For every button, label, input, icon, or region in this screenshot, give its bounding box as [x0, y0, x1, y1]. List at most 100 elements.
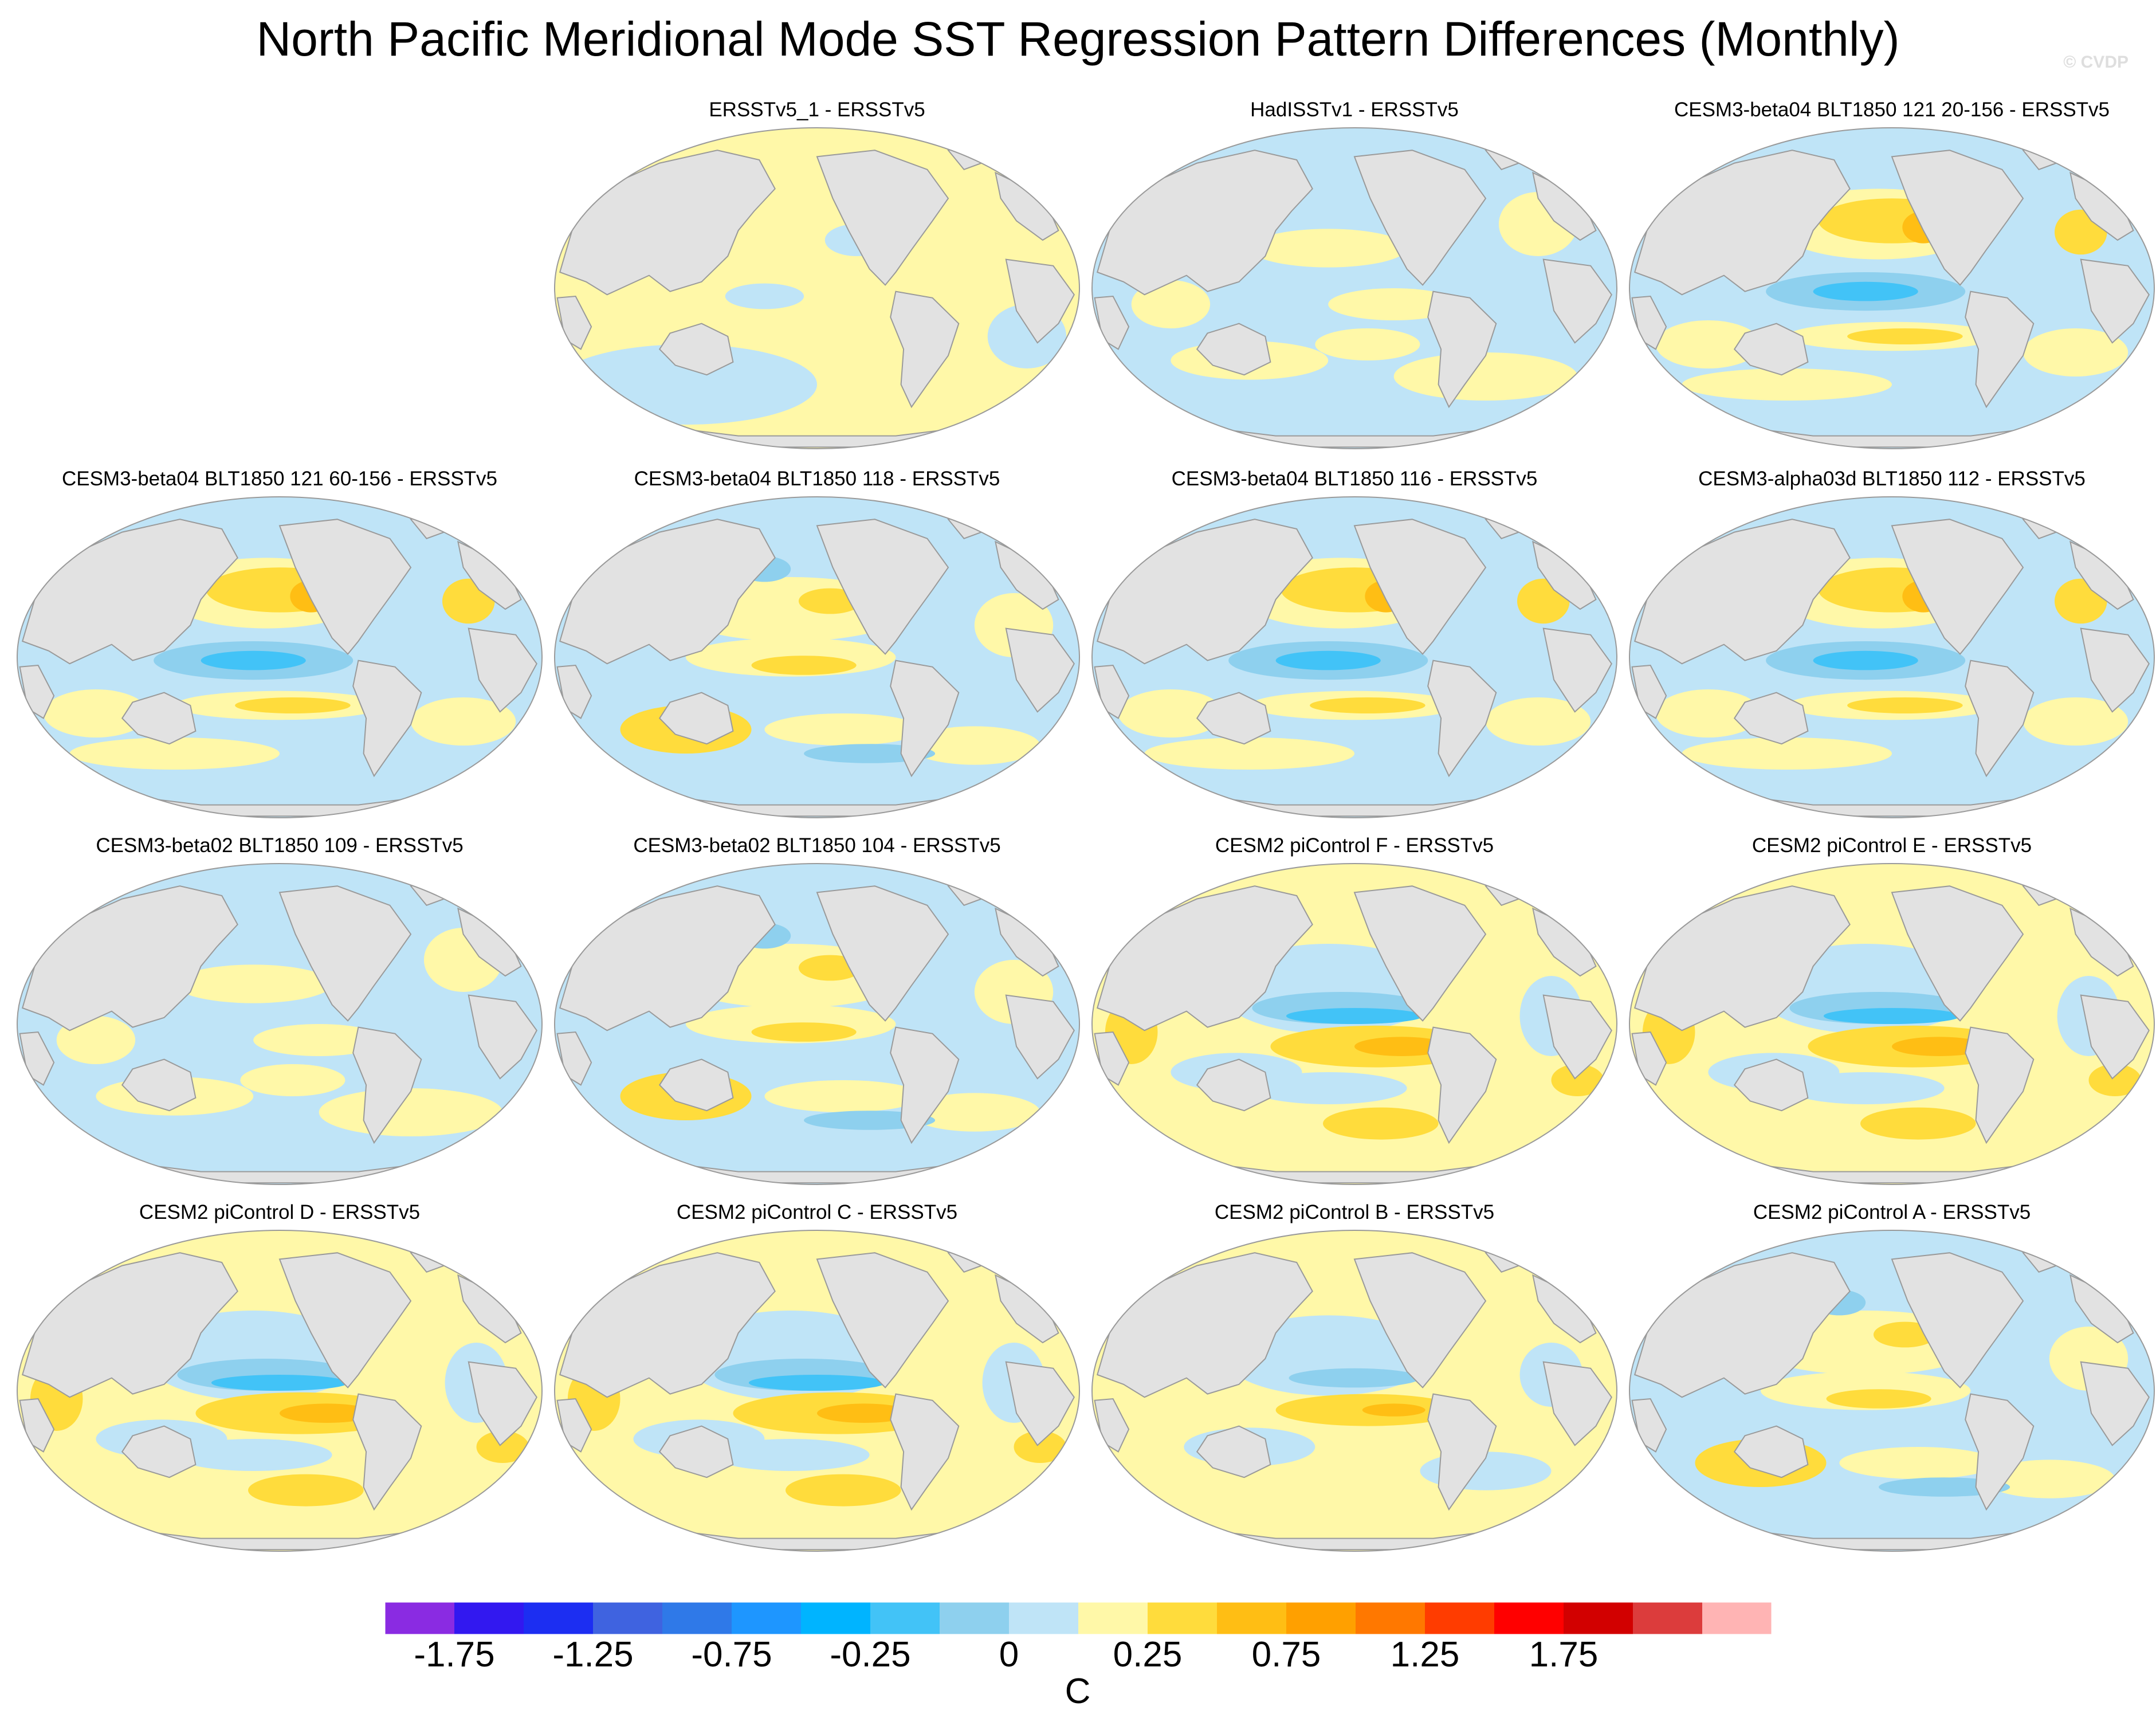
anomaly-contour — [1847, 328, 1963, 344]
land-mass — [1965, 291, 2035, 409]
panel-title: CESM2 piControl D - ERSSTv5 — [139, 1201, 421, 1223]
land-mass — [1891, 885, 2024, 1022]
anomaly-contour — [2088, 1064, 2142, 1096]
sst-difference-map — [1629, 127, 2155, 449]
anomaly-contour — [201, 650, 306, 670]
land-mass — [352, 660, 422, 778]
panel-title: CESM2 piControl F - ERSSTv5 — [1215, 834, 1494, 857]
land-mass — [1196, 1058, 1271, 1112]
anomaly-contour — [2023, 328, 2128, 376]
map-boundary — [1629, 863, 2155, 1185]
map-panel: CESM2 piControl C - ERSSTv5 — [549, 1199, 1085, 1554]
anomaly-contour — [235, 697, 351, 713]
land-mass — [816, 150, 949, 286]
map-panel: CESM2 piControl A - ERSSTv5 — [1624, 1199, 2156, 1554]
map-panel: CESM2 piControl E - ERSSTv5 — [1624, 832, 2156, 1187]
land-mass — [1733, 1058, 1809, 1112]
colorbar-swatch — [1078, 1602, 1148, 1634]
land-mass — [1427, 660, 1497, 778]
panel-title: CESM3-beta04 BLT1850 116 - ERSSTv5 — [1171, 468, 1538, 490]
anomaly-contour — [748, 1375, 886, 1391]
colorbar-swatch — [1009, 1602, 1079, 1634]
map-boundary — [554, 863, 1080, 1185]
credit-watermark: © CVDP — [2063, 53, 2128, 72]
map-panel: CESM3-beta04 BLT1850 116 - ERSSTv5 — [1086, 465, 1623, 821]
colorbar-unit-label: C — [1065, 1672, 1091, 1711]
sst-difference-map — [554, 1230, 1080, 1552]
land-mass — [1005, 994, 1075, 1080]
land-mass — [1891, 519, 2024, 655]
anomaly-contour — [1323, 1107, 1439, 1140]
land-mass — [890, 660, 960, 778]
anomaly-contour — [1823, 1008, 1961, 1024]
land-mass — [816, 519, 949, 655]
colorbar-swatch — [662, 1602, 732, 1634]
map-boundary — [17, 863, 543, 1185]
anomaly-contour — [1286, 1008, 1423, 1024]
land-mass — [1196, 323, 1271, 376]
sst-difference-map — [554, 496, 1080, 818]
land-mass — [1965, 1026, 2035, 1144]
land-mass — [1733, 323, 1809, 376]
sst-difference-map — [17, 1230, 543, 1552]
land-mass — [1542, 1361, 1612, 1446]
anomaly-contour — [1486, 697, 1591, 746]
anomaly-contour — [69, 738, 280, 770]
land-mass — [278, 1252, 412, 1388]
anomaly-contour — [1847, 697, 1963, 713]
land-mass — [1353, 519, 1487, 655]
colorbar-swatch — [1564, 1602, 1633, 1634]
anomaly-contour — [817, 1403, 912, 1423]
land-mass — [890, 1026, 960, 1144]
land-mass — [1005, 1361, 1075, 1446]
anomaly-contour — [2023, 697, 2128, 746]
map-panel: CESM3-beta02 BLT1850 104 - ERSSTv5 — [549, 832, 1085, 1187]
land-mass — [1427, 291, 1497, 409]
land-mass — [1542, 627, 1612, 713]
land-mass — [890, 291, 960, 409]
anomaly-contour — [751, 656, 857, 675]
sst-difference-map — [1091, 127, 1617, 449]
map-boundary — [554, 1230, 1080, 1552]
map-panel: CESM3-beta04 BLT1850 121 60-156 - ERSSTv… — [11, 465, 548, 821]
anomaly-contour — [1393, 352, 1578, 401]
anomaly-contour — [174, 1439, 332, 1471]
land-mass — [1965, 660, 2035, 778]
land-mass — [1196, 1425, 1271, 1478]
anomaly-contour — [1362, 1403, 1425, 1417]
map-panel: CESM3-alpha03d BLT1850 112 - ERSSTv5 — [1624, 465, 2156, 821]
anomaly-contour — [1682, 368, 1892, 401]
colorbar-swatch — [454, 1602, 524, 1634]
land-mass — [121, 1058, 197, 1112]
anomaly-contour — [174, 964, 332, 1003]
anomaly-contour — [1249, 229, 1407, 268]
anomaly-contour — [1786, 1072, 1945, 1104]
anomaly-contour — [1813, 281, 1918, 301]
land-mass — [1733, 692, 1809, 745]
colorbar-swatch — [1425, 1602, 1495, 1634]
map-boundary — [1629, 496, 2155, 818]
land-mass — [1005, 627, 1075, 713]
map-panel: ERSSTv5_1 - ERSSTv5 — [549, 96, 1085, 452]
colorbar-swatch — [870, 1602, 940, 1634]
map-boundary — [554, 496, 1080, 818]
map-panel: CESM3-beta04 BLT1850 121 20-156 - ERSSTv… — [1624, 96, 2156, 452]
land-mass — [1005, 258, 1075, 344]
land-mass — [1353, 1252, 1487, 1388]
anomaly-contour — [1144, 738, 1354, 770]
panel-title: ERSSTv5_1 - ERSSTv5 — [709, 99, 925, 121]
land-mass — [1542, 258, 1612, 344]
sst-difference-map — [1629, 863, 2155, 1185]
colorbar-tick-label: 0 — [999, 1635, 1019, 1674]
land-mass — [658, 323, 734, 376]
land-mass — [2080, 994, 2150, 1080]
sst-difference-map — [17, 863, 543, 1185]
anomaly-contour — [1315, 328, 1420, 360]
land-mass — [1353, 150, 1487, 286]
panel-title: CESM2 piControl C - ERSSTv5 — [676, 1201, 958, 1223]
colorbar-swatch — [1148, 1602, 1218, 1634]
anomaly-contour — [248, 1474, 364, 1507]
sst-difference-map — [1091, 496, 1617, 818]
map-panel: CESM2 piControl B - ERSSTv5 — [1086, 1199, 1623, 1554]
sst-difference-map — [17, 496, 543, 818]
